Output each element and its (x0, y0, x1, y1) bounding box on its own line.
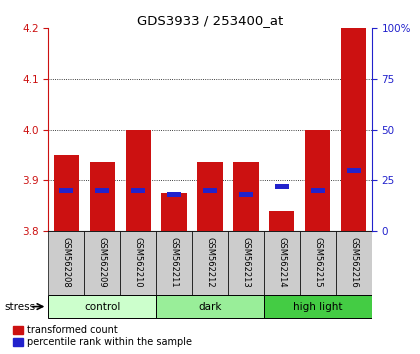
Text: control: control (84, 302, 121, 312)
Text: GSM562211: GSM562211 (170, 237, 178, 288)
Bar (89, 162, 115, 231)
Text: GSM562213: GSM562213 (241, 237, 250, 288)
Bar (120, 231, 156, 295)
Bar (269, 211, 294, 231)
Text: GSM562210: GSM562210 (134, 237, 143, 288)
Bar (305, 130, 331, 231)
Title: GDS3933 / 253400_at: GDS3933 / 253400_at (137, 14, 283, 27)
Text: GSM562212: GSM562212 (205, 237, 215, 288)
Bar (239, 192, 253, 197)
Bar (167, 192, 181, 197)
Text: GSM562214: GSM562214 (277, 237, 286, 288)
Bar (54, 155, 79, 231)
Bar (203, 188, 217, 193)
Bar (341, 28, 366, 231)
Bar (126, 130, 151, 231)
Text: GSM562209: GSM562209 (98, 237, 107, 288)
Bar (264, 231, 300, 295)
Text: GSM562215: GSM562215 (313, 237, 322, 288)
Legend: transformed count, percentile rank within the sample: transformed count, percentile rank withi… (13, 325, 192, 347)
Text: dark: dark (198, 302, 222, 312)
Text: high light: high light (293, 302, 343, 312)
Bar (48, 295, 156, 318)
Text: GSM562208: GSM562208 (62, 237, 71, 288)
Bar (156, 231, 192, 295)
Bar (48, 231, 84, 295)
Bar (156, 295, 264, 318)
Bar (131, 188, 145, 193)
Bar (197, 162, 223, 231)
Bar (162, 193, 186, 231)
Bar (275, 184, 289, 189)
Bar (192, 231, 228, 295)
Bar (336, 231, 372, 295)
Bar (59, 188, 73, 193)
Bar (84, 231, 120, 295)
Text: GSM562216: GSM562216 (349, 237, 358, 288)
Bar (300, 231, 336, 295)
Bar (234, 162, 259, 231)
Bar (95, 188, 109, 193)
Bar (311, 188, 325, 193)
Bar (264, 295, 372, 318)
Text: stress: stress (4, 302, 35, 312)
Bar (228, 231, 264, 295)
Bar (347, 167, 361, 173)
